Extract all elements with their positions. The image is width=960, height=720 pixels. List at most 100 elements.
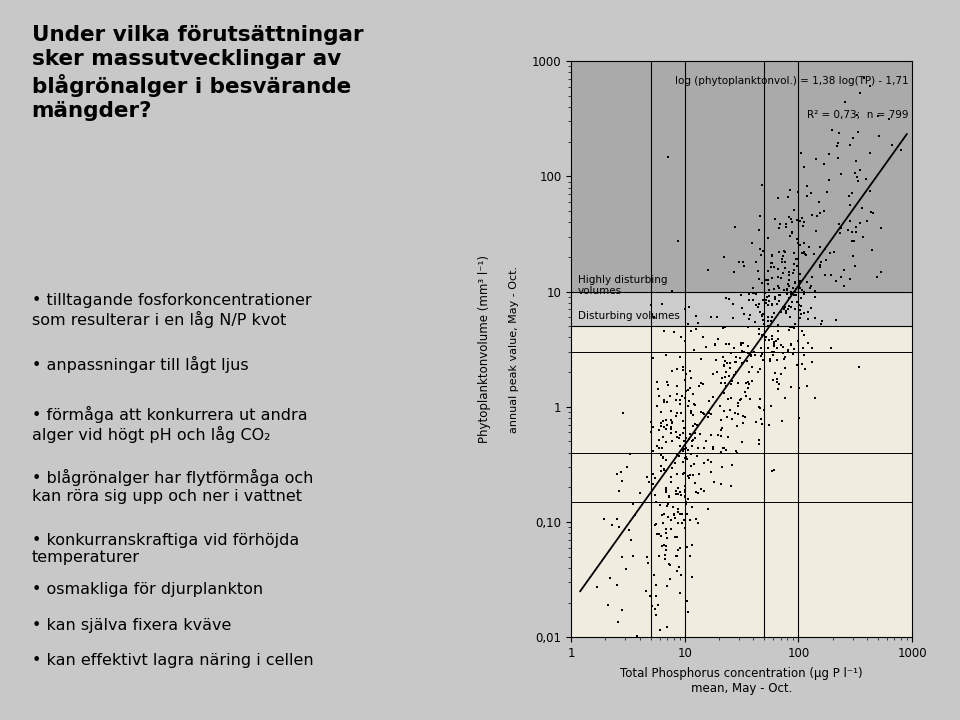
Point	[797, 329, 812, 341]
Point	[767, 338, 782, 350]
Point	[794, 284, 809, 296]
Point	[862, 186, 877, 197]
Point	[755, 309, 770, 320]
Point	[668, 410, 684, 422]
Point	[718, 338, 733, 350]
Point	[696, 378, 711, 390]
Point	[804, 343, 820, 354]
Point	[809, 210, 825, 221]
Point	[769, 354, 784, 366]
Text: R² = 0,73;  n = 799: R² = 0,73; n = 799	[807, 110, 908, 120]
Point	[739, 355, 755, 366]
Point	[672, 395, 687, 406]
Point	[794, 276, 809, 287]
Point	[611, 485, 626, 497]
Point	[700, 411, 715, 423]
Point	[657, 325, 672, 337]
Point	[613, 467, 629, 478]
Point	[828, 315, 844, 326]
Point	[649, 590, 664, 601]
Point	[686, 428, 702, 439]
Point	[795, 325, 810, 336]
Point	[766, 464, 781, 476]
Point	[764, 251, 780, 262]
Point	[661, 492, 677, 503]
Point	[764, 311, 780, 323]
Point	[667, 512, 683, 523]
Point	[682, 472, 697, 484]
Point	[683, 514, 698, 526]
Point	[708, 311, 724, 323]
Point	[812, 242, 828, 253]
Point	[851, 126, 866, 138]
Point	[817, 269, 832, 281]
Point	[726, 266, 741, 277]
Point	[719, 411, 734, 423]
Point	[718, 366, 733, 378]
Point	[670, 431, 685, 442]
Point	[778, 222, 793, 233]
Point	[825, 125, 840, 136]
Point	[781, 324, 797, 336]
Point	[686, 399, 702, 410]
Point	[765, 350, 780, 361]
Point	[659, 485, 674, 496]
Point	[652, 625, 667, 636]
Point	[799, 180, 814, 192]
Point	[678, 442, 693, 454]
Point	[707, 476, 722, 487]
Point	[794, 247, 809, 258]
Point	[713, 430, 729, 441]
Point	[685, 388, 701, 400]
Point	[823, 343, 838, 354]
Point	[736, 308, 752, 320]
Point	[815, 315, 830, 327]
Point	[688, 323, 704, 335]
Point	[884, 139, 900, 150]
Point	[792, 279, 807, 290]
Point	[659, 528, 674, 539]
Point	[804, 210, 820, 221]
Point	[845, 226, 860, 238]
Point	[843, 199, 858, 211]
Point	[768, 367, 783, 379]
Point	[776, 348, 791, 359]
Point	[715, 442, 731, 454]
Point	[728, 356, 743, 368]
Point	[786, 264, 802, 276]
Point	[674, 391, 689, 402]
Point	[847, 261, 862, 272]
Point	[780, 284, 795, 296]
Point	[734, 345, 750, 356]
Point	[672, 486, 687, 498]
Point	[762, 354, 778, 365]
Point	[806, 248, 822, 260]
Point	[749, 415, 764, 427]
Point	[646, 311, 661, 323]
Point	[683, 469, 698, 481]
Point	[797, 307, 812, 318]
Point	[684, 572, 700, 583]
Point	[766, 336, 781, 348]
Point	[678, 491, 693, 503]
Point	[777, 263, 792, 274]
Point	[819, 186, 834, 198]
Point	[610, 580, 625, 591]
Point	[769, 298, 784, 310]
Point	[728, 366, 743, 378]
Point	[792, 269, 807, 280]
Point	[747, 317, 762, 328]
Point	[791, 412, 806, 423]
Point	[716, 252, 732, 264]
Point	[663, 523, 679, 534]
Point	[671, 433, 686, 444]
Point	[680, 444, 695, 456]
Point	[713, 424, 729, 436]
Point	[753, 243, 768, 255]
Point	[686, 458, 702, 469]
Point	[656, 415, 671, 426]
Point	[757, 287, 773, 299]
Point	[675, 364, 690, 376]
Point	[717, 355, 732, 366]
Point	[793, 300, 808, 311]
